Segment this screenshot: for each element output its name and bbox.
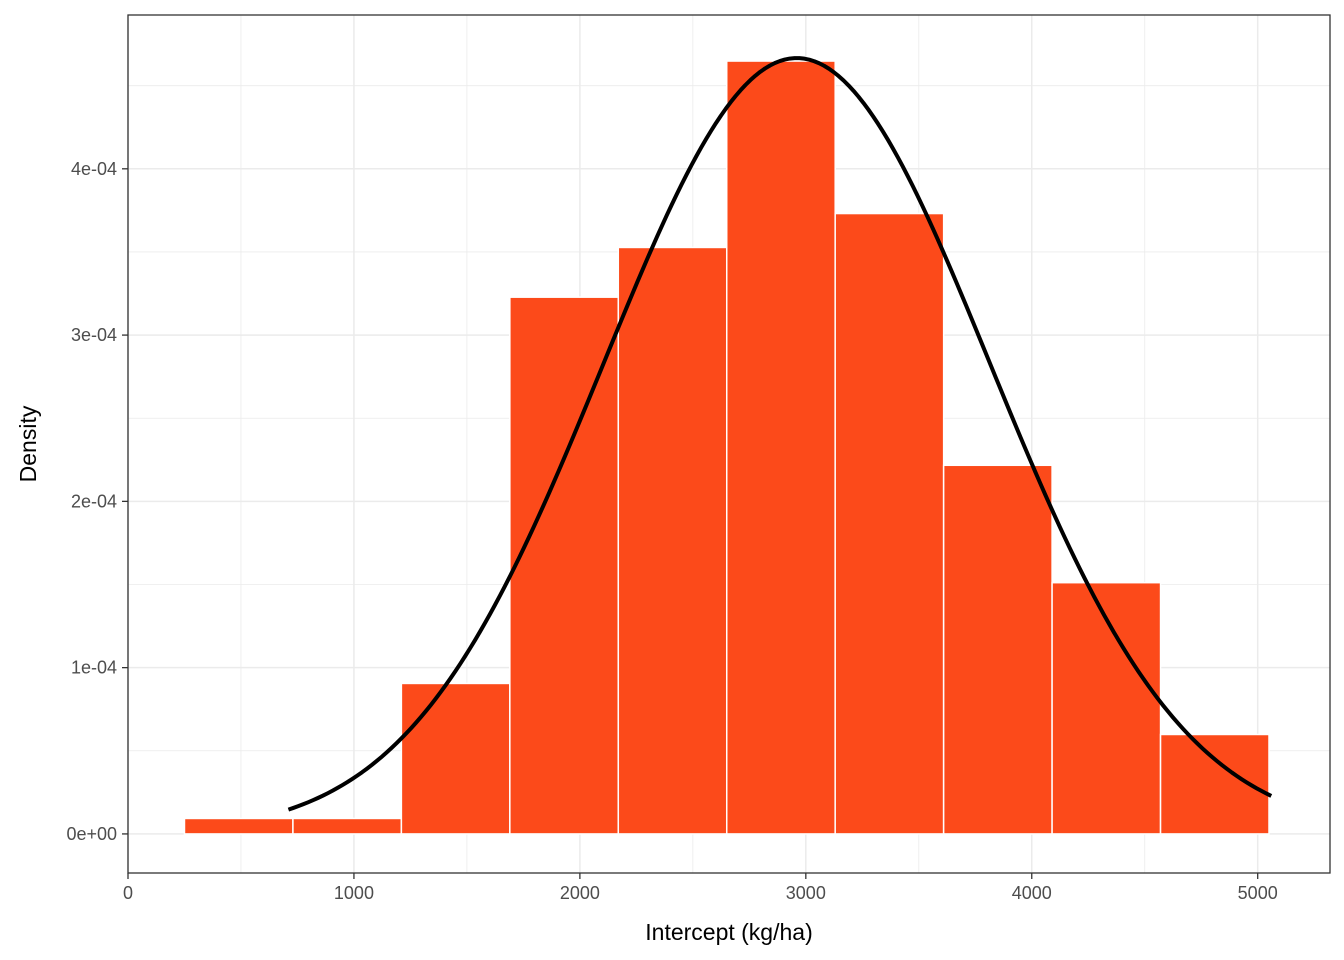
histogram-bar — [292, 817, 403, 835]
histogram-bar — [509, 296, 620, 835]
x-tick-label: 4000 — [1012, 883, 1052, 903]
y-axis-title: Density — [15, 405, 41, 482]
y-tick-label: 1e-04 — [71, 658, 117, 678]
x-tick-label: 2000 — [560, 883, 600, 903]
x-tick-label: 5000 — [1238, 883, 1278, 903]
y-tick-label: 2e-04 — [71, 491, 117, 511]
histogram-bars — [183, 60, 1270, 835]
density-curve-layer — [287, 56, 1273, 812]
y-tick-label: 0e+00 — [66, 824, 117, 844]
density-curve — [287, 56, 1273, 812]
y-tick-label: 4e-04 — [71, 159, 117, 179]
panel-border — [127, 14, 1331, 874]
x-tick-label: 1000 — [334, 883, 374, 903]
axes: 0 1000 2000 3000 4000 5000 0e+00 1e-04 2e-04 3e-0… — [66, 159, 1277, 903]
x-tick-label: 3000 — [786, 883, 826, 903]
x-tick-label: 0 — [123, 883, 133, 903]
histogram-bar — [725, 60, 836, 835]
y-tick-label: 3e-04 — [71, 325, 117, 345]
histogram-bar — [400, 682, 511, 835]
histogram-bar — [942, 464, 1053, 835]
histogram-bar — [617, 246, 728, 835]
x-axis-title: Intercept (kg/ha) — [645, 919, 812, 945]
histogram-bar — [183, 817, 294, 835]
histogram-bar — [1051, 581, 1162, 835]
histogram-bar — [834, 212, 945, 835]
